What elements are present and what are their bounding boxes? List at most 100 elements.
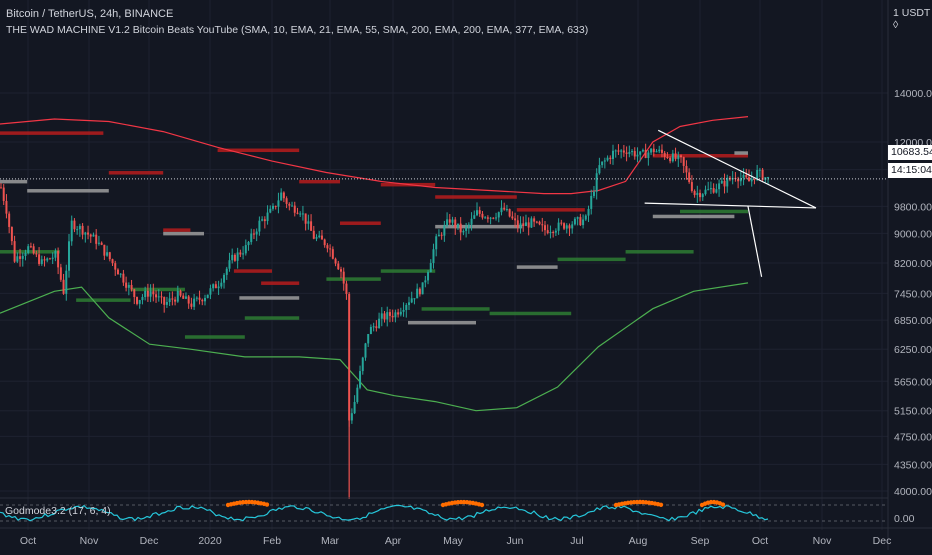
candle — [269, 205, 272, 214]
candle-body — [40, 259, 43, 264]
candle — [291, 201, 294, 207]
candle-body — [655, 151, 658, 153]
candle-body — [108, 252, 111, 260]
candle-body — [590, 195, 593, 209]
candle — [473, 210, 476, 220]
candle — [497, 211, 500, 223]
candle — [552, 230, 555, 238]
candle-body — [674, 153, 677, 160]
candle-body — [595, 173, 598, 192]
candle — [437, 229, 440, 237]
candle-body — [617, 150, 620, 152]
candle — [73, 218, 76, 233]
level-zone-red — [233, 269, 272, 273]
candle — [598, 157, 601, 175]
candle — [378, 312, 381, 329]
candle-body — [524, 222, 527, 227]
candle-body — [418, 288, 421, 295]
indicator-legend[interactable]: THE WAD MACHINE V1.2 Bitcoin Beats YouTu… — [6, 24, 589, 36]
trendline-descending — [657, 129, 817, 209]
candle-body — [527, 222, 530, 228]
oscillator-legend[interactable]: Godmode3.2 (17, 6, 4) — [5, 505, 111, 517]
candle — [220, 278, 223, 289]
candle-body — [8, 213, 11, 227]
candle-body — [70, 220, 73, 242]
candle — [21, 252, 24, 267]
candle — [568, 223, 571, 237]
candle-body — [242, 253, 245, 255]
candle-body — [149, 291, 152, 297]
candle-body — [470, 218, 473, 225]
candle-body — [440, 234, 443, 236]
candle — [301, 205, 304, 221]
candle — [726, 174, 729, 193]
candle — [383, 311, 386, 323]
candle — [127, 282, 130, 296]
candle — [62, 273, 65, 295]
candle-body — [296, 212, 299, 214]
candle — [592, 185, 595, 199]
candle-body — [685, 165, 688, 173]
candle — [631, 149, 634, 156]
candle — [299, 211, 302, 217]
candle-body — [340, 269, 342, 272]
candle — [95, 229, 98, 250]
candle — [658, 145, 661, 154]
candle-body — [323, 239, 326, 246]
candle-body — [478, 210, 481, 214]
candle-body — [312, 230, 315, 239]
candle — [27, 243, 30, 255]
candle — [606, 155, 609, 162]
candle-body — [89, 234, 92, 237]
time-tick-label: May — [443, 535, 464, 547]
candle — [443, 220, 446, 242]
candle — [571, 221, 574, 234]
candle — [690, 175, 693, 193]
osc-hot-dot — [658, 502, 664, 507]
candle-body — [114, 263, 117, 270]
candle-body — [214, 284, 217, 289]
candle — [331, 246, 334, 260]
level-zone-green — [130, 287, 185, 292]
candle — [312, 225, 315, 240]
candle — [5, 194, 8, 219]
candle — [318, 230, 321, 239]
candle-body — [671, 153, 674, 162]
level-zone-green — [557, 257, 626, 262]
time-tick-label: Jul — [570, 535, 583, 547]
candle — [399, 307, 402, 317]
candle-body — [612, 150, 614, 160]
candle-body — [274, 205, 277, 207]
candle — [10, 226, 13, 246]
candle — [204, 294, 206, 306]
price-unit-label[interactable]: 1 USDT ◊ — [893, 7, 931, 31]
time-tick-label: Apr — [385, 535, 402, 547]
candle — [326, 243, 329, 253]
candle-body — [27, 246, 30, 254]
candle — [100, 241, 103, 246]
candle — [519, 216, 522, 234]
candle-body — [13, 241, 16, 262]
candle-body — [269, 208, 272, 213]
candle — [0, 183, 2, 189]
level-zone-green — [625, 250, 694, 254]
candle — [641, 148, 644, 153]
candle — [538, 220, 541, 226]
candle — [356, 384, 359, 404]
candle — [595, 168, 598, 200]
candle-body — [715, 189, 718, 193]
candle — [514, 212, 517, 228]
candle — [244, 239, 247, 256]
candle-body — [372, 326, 375, 328]
candle-body — [146, 290, 149, 297]
candle-body — [603, 160, 606, 162]
symbol-legend[interactable]: Bitcoin / TetherUS, 24h, BINANCE — [6, 8, 174, 20]
candle — [228, 252, 231, 272]
candle-body — [576, 217, 579, 219]
candle-body — [677, 155, 680, 160]
candle-body — [690, 182, 693, 191]
candle — [622, 144, 625, 157]
